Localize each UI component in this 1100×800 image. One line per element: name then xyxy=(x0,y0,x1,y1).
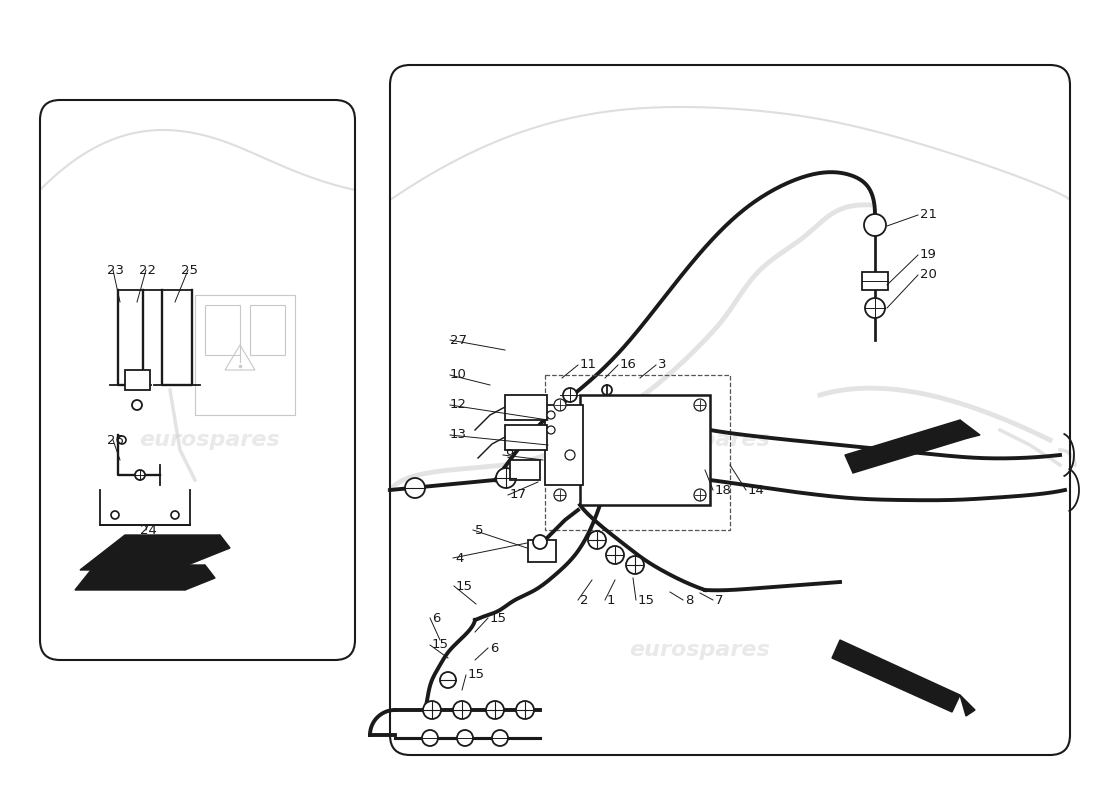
Text: 6: 6 xyxy=(432,611,440,625)
Circle shape xyxy=(516,701,534,719)
Text: 21: 21 xyxy=(920,209,937,222)
Bar xyxy=(125,370,150,390)
Polygon shape xyxy=(960,695,975,716)
Polygon shape xyxy=(80,535,220,570)
Text: 6: 6 xyxy=(490,642,498,654)
Text: 27: 27 xyxy=(450,334,468,346)
Circle shape xyxy=(554,489,566,501)
Circle shape xyxy=(496,468,516,488)
Circle shape xyxy=(547,426,556,434)
Circle shape xyxy=(456,730,473,746)
Text: 5: 5 xyxy=(475,523,484,537)
Bar xyxy=(862,272,888,290)
Text: 19: 19 xyxy=(920,249,937,262)
Polygon shape xyxy=(960,420,980,438)
Circle shape xyxy=(588,531,606,549)
Circle shape xyxy=(170,511,179,519)
Text: 15: 15 xyxy=(638,594,654,606)
Text: 9: 9 xyxy=(505,449,514,462)
Text: eurospares: eurospares xyxy=(629,430,770,450)
Circle shape xyxy=(547,411,556,419)
Circle shape xyxy=(492,730,508,746)
Circle shape xyxy=(440,672,456,688)
Text: 15: 15 xyxy=(468,669,485,682)
Circle shape xyxy=(405,478,425,498)
Text: 20: 20 xyxy=(920,269,937,282)
Bar xyxy=(195,295,295,415)
Text: 13: 13 xyxy=(450,429,468,442)
Bar xyxy=(580,395,710,505)
Circle shape xyxy=(694,489,706,501)
Circle shape xyxy=(534,535,547,549)
Circle shape xyxy=(111,511,119,519)
Bar xyxy=(544,405,583,485)
Polygon shape xyxy=(75,565,205,590)
Text: 7: 7 xyxy=(715,594,724,606)
Polygon shape xyxy=(175,535,230,570)
Circle shape xyxy=(132,400,142,410)
Circle shape xyxy=(135,470,145,480)
Text: 15: 15 xyxy=(456,579,473,593)
Bar xyxy=(510,460,540,480)
Circle shape xyxy=(626,556,644,574)
Text: 18: 18 xyxy=(715,483,732,497)
Text: 12: 12 xyxy=(450,398,468,411)
Bar xyxy=(250,305,285,355)
Circle shape xyxy=(554,399,566,411)
Polygon shape xyxy=(845,420,968,473)
Text: 8: 8 xyxy=(685,594,693,606)
Text: 22: 22 xyxy=(140,263,156,277)
Text: 16: 16 xyxy=(620,358,637,371)
Polygon shape xyxy=(185,565,214,590)
Text: 10: 10 xyxy=(450,369,466,382)
Polygon shape xyxy=(832,640,960,712)
Text: eurospares: eurospares xyxy=(140,430,280,450)
Text: 4: 4 xyxy=(455,551,463,565)
Text: 3: 3 xyxy=(658,358,667,371)
Text: 24: 24 xyxy=(140,523,156,537)
Text: 25: 25 xyxy=(182,263,198,277)
Text: eurospares: eurospares xyxy=(629,640,770,660)
Circle shape xyxy=(424,701,441,719)
Circle shape xyxy=(486,701,504,719)
Text: 15: 15 xyxy=(432,638,449,651)
Circle shape xyxy=(602,385,612,395)
Circle shape xyxy=(864,214,886,236)
Text: 14: 14 xyxy=(748,483,764,497)
Circle shape xyxy=(453,701,471,719)
Text: 2: 2 xyxy=(580,594,588,606)
Bar xyxy=(505,395,547,420)
Circle shape xyxy=(694,399,706,411)
Circle shape xyxy=(565,450,575,460)
Circle shape xyxy=(563,388,578,402)
Bar xyxy=(505,425,547,450)
Text: 23: 23 xyxy=(107,263,123,277)
Text: 11: 11 xyxy=(580,358,597,371)
Circle shape xyxy=(865,298,886,318)
Text: 15: 15 xyxy=(490,611,507,625)
Circle shape xyxy=(606,546,624,564)
Bar xyxy=(205,305,240,355)
Text: 1: 1 xyxy=(607,594,616,606)
Circle shape xyxy=(118,436,127,444)
Bar xyxy=(544,375,730,530)
Bar xyxy=(528,540,556,562)
Circle shape xyxy=(422,730,438,746)
Text: 17: 17 xyxy=(510,489,527,502)
Text: 26: 26 xyxy=(107,434,123,446)
